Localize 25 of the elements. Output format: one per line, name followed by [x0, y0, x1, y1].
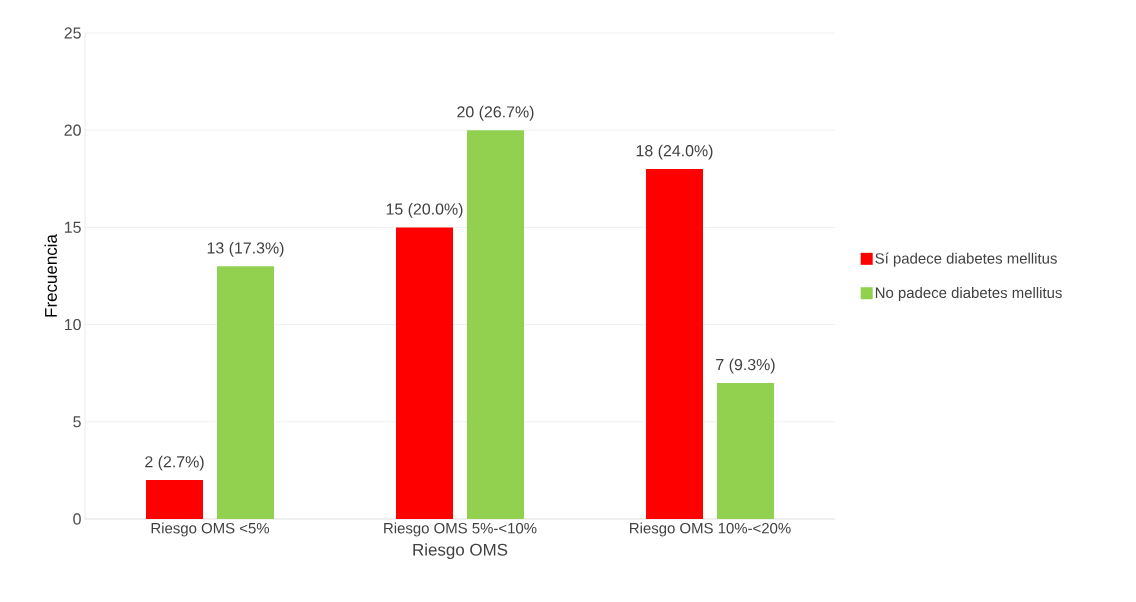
y-tick-label: 20: [64, 124, 81, 136]
x-tick-label: Riesgo OMS <5%: [151, 522, 270, 537]
data-label: 20 (26.7%): [457, 105, 534, 121]
x-tick-label: Riesgo OMS 5%-<10%: [384, 522, 537, 537]
y-tick-label: 5: [73, 416, 81, 428]
x-tick-label: Riesgo OMS 10%-<20%: [630, 522, 791, 537]
data-label: 18 (24.0%): [636, 144, 713, 160]
y-tick-label: 15: [64, 221, 81, 233]
bar: [146, 480, 204, 519]
bar: [646, 169, 704, 519]
y-tick-label: 10: [64, 318, 81, 331]
y-tick-label: 0: [73, 513, 81, 525]
bar: [396, 227, 454, 519]
data-label: 7 (9.3%): [716, 358, 775, 374]
legend-label: No padece diabetes mellitus: [875, 287, 1062, 301]
y-tick-label: 25: [64, 27, 81, 39]
bar: [717, 382, 775, 519]
data-label: 15 (20.0%): [386, 203, 463, 218]
x-axis-title: Riesgo OMS: [413, 543, 508, 560]
data-label: 2 (2.7%): [145, 455, 204, 471]
y-axis-title: Frecuencia: [44, 234, 57, 317]
bar: [217, 266, 275, 519]
bar: [467, 130, 525, 519]
data-label: 13 (17.3%): [207, 241, 284, 257]
legend-label: Sí padece diabetes mellitus: [875, 252, 1057, 267]
